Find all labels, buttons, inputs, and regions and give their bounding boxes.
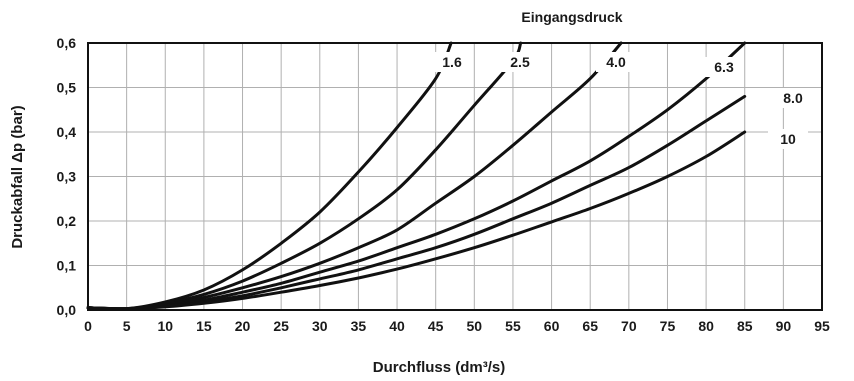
y-tick-label: 0,6 — [57, 35, 77, 51]
curve-label-10: 10 — [780, 131, 796, 147]
curve-label-background — [768, 129, 808, 149]
y-tick-label: 0,0 — [57, 302, 77, 318]
curve-label-2.5: 2.5 — [510, 54, 530, 70]
x-tick-label: 30 — [312, 318, 328, 334]
y-tick-label: 0,5 — [57, 80, 77, 96]
y-tick-label: 0,3 — [57, 169, 77, 185]
x-tick-label: 10 — [157, 318, 173, 334]
x-tick-label: 65 — [582, 318, 598, 334]
x-tick-label: 55 — [505, 318, 521, 334]
y-axis-title: Druckabfall Δp (bar) — [9, 105, 26, 248]
curve-label-6.3: 6.3 — [714, 59, 734, 75]
x-tick-label: 5 — [123, 318, 131, 334]
x-tick-label: 0 — [84, 318, 92, 334]
curve-label-background — [704, 57, 744, 77]
curve-label-background — [432, 52, 472, 72]
legend-title: Eingangsdruck — [521, 9, 622, 25]
curve-label-background — [773, 88, 813, 108]
x-tick-label: 50 — [467, 318, 483, 334]
x-tick-label: 35 — [351, 318, 367, 334]
x-tick-label: 40 — [389, 318, 405, 334]
x-axis-title: Durchfluss (dm³/s) — [373, 359, 506, 376]
x-tick-label: 80 — [698, 318, 714, 334]
y-tick-label: 0,4 — [57, 124, 77, 140]
curve-label-1.6: 1.6 — [442, 54, 462, 70]
x-tick-label: 20 — [235, 318, 251, 334]
series-line-6.3 — [86, 41, 747, 311]
curve-labels: 1.6 2.5 4.0 6.3 8.0 10 — [432, 52, 813, 149]
x-tick-label: 25 — [273, 318, 289, 334]
x-tick-label: 15 — [196, 318, 212, 334]
y-tick-label: 0,1 — [57, 258, 77, 274]
y-tick-label: 0,2 — [57, 213, 77, 229]
x-tick-label: 70 — [621, 318, 637, 334]
tick-labels: 0 5 10 15 20 25 30 35 40 45 50 55 60 65 70 75 80 85 90 95 0,… — [57, 35, 830, 334]
curve-label-background — [596, 52, 636, 72]
x-tick-label: 45 — [428, 318, 444, 334]
series-curves — [86, 41, 747, 311]
x-tick-label: 85 — [737, 318, 753, 334]
series-line-10 — [86, 130, 747, 311]
plot-frame — [87, 42, 823, 311]
x-tick-label: 95 — [814, 318, 830, 334]
x-tick-label: 60 — [544, 318, 560, 334]
series-line-8.0 — [86, 94, 747, 311]
curve-label-4.0: 4.0 — [606, 54, 626, 70]
x-tick-label: 75 — [660, 318, 676, 334]
x-tick-label: 90 — [776, 318, 792, 334]
curve-label-8.0: 8.0 — [783, 90, 803, 106]
grid — [88, 43, 822, 310]
curve-label-background — [500, 52, 540, 72]
